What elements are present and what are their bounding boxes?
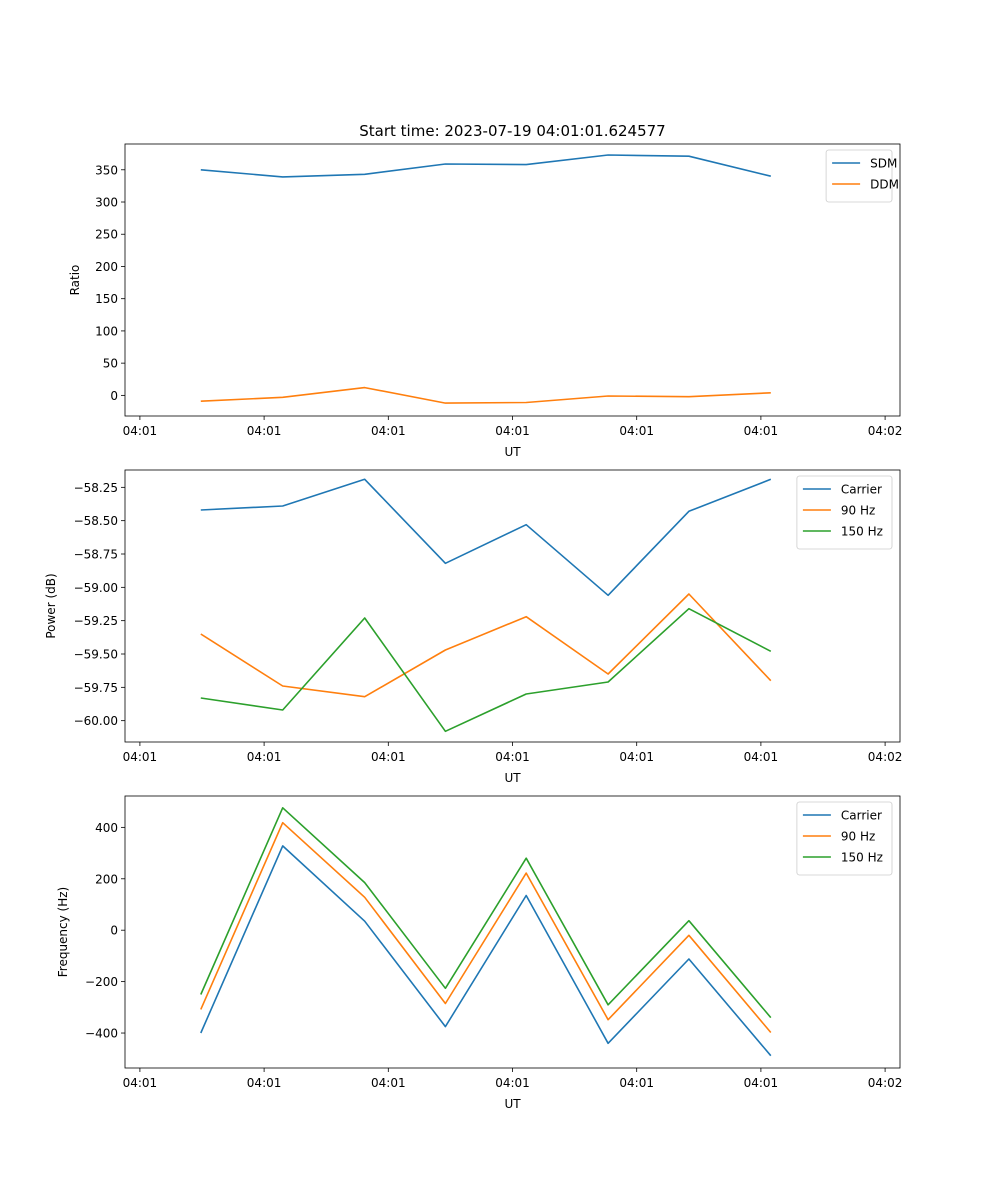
power-x-tick-label: 04:01	[123, 750, 158, 764]
ratio-panel: Ratio UT 04:01 04:01 04:01 04:01 04:01 04:01 0…	[68, 143, 903, 459]
frequency-x-tick-label: 04:01	[123, 1076, 158, 1090]
power-y-tick-label: −59.75	[74, 681, 118, 695]
ratio-series-line-ddm	[200, 386, 771, 404]
power-x-tick-label: 04:01	[619, 750, 654, 764]
power-x-tick-label: 04:01	[744, 750, 779, 764]
frequency-y-tick-label: 400	[95, 821, 118, 835]
power-y-tick-label: −58.75	[74, 548, 118, 562]
ratio-y-tick-label: 0	[110, 389, 118, 403]
frequency-panel: Frequency (Hz) UT 04:01 04:01 04:01 04:01 04…	[56, 795, 903, 1111]
ratio-x-tick-label: 04:01	[619, 424, 654, 438]
frequency-x-tick-label: 04:01	[744, 1076, 779, 1090]
power-legend: Carrier 90 Hz 150 Hz	[796, 475, 893, 550]
power-series-line-90-hz	[200, 593, 772, 698]
power-y-label: Power (dB)	[44, 573, 58, 638]
power-panel: Power (dB) UT 04:01 04:01 04:01 04:01 04:01 0…	[44, 469, 903, 785]
frequency-y-label: Frequency (Hz)	[56, 887, 70, 978]
ratio-y-tick-label: 100	[95, 324, 118, 338]
frequency-legend-label-carrier: Carrier	[841, 809, 882, 823]
power-legend-label-90-hz: 90 Hz	[841, 504, 875, 518]
ratio-y-tick-label: 200	[95, 260, 118, 274]
power-x-label: UT	[504, 771, 521, 785]
frequency-legend-label-150-hz: 150 Hz	[841, 851, 883, 865]
power-series-line-carrier	[200, 478, 772, 597]
power-legend-label-150-hz: 150 Hz	[841, 525, 883, 539]
ratio-legend: SDM DDM	[825, 149, 899, 203]
ratio-y-tick-label: 50	[103, 357, 118, 371]
ratio-x-label: UT	[504, 445, 521, 459]
ratio-x-tick-label: 04:01	[247, 424, 282, 438]
frequency-legend: Carrier 90 Hz 150 Hz	[796, 801, 893, 876]
frequency-x-label: UT	[504, 1097, 521, 1111]
ratio-y-label: Ratio	[68, 265, 82, 296]
ratio-x-tick-label: 04:02	[868, 424, 903, 438]
power-y-tick-label: −58.50	[74, 514, 118, 528]
frequency-series-line-carrier	[200, 845, 772, 1057]
frequency-y-tick-label: 0	[110, 924, 118, 938]
power-x-tick-label: 04:02	[868, 750, 903, 764]
power-y-tick-label: −60.00	[74, 714, 118, 728]
ratio-y-tick-label: 250	[95, 228, 118, 242]
ratio-y-tick-label: 300	[95, 196, 118, 210]
power-y-tick-label: −59.25	[74, 614, 118, 628]
power-legend-label-carrier: Carrier	[841, 483, 882, 497]
frequency-y-tick-label: 200	[95, 872, 118, 886]
figure-title: Start time: 2023-07-19 04:01:01.624577	[359, 122, 665, 140]
ratio-x-tick-label: 04:01	[744, 424, 779, 438]
ratio-axes-frame	[124, 143, 901, 417]
frequency-x-tick-label: 04:01	[247, 1076, 282, 1090]
frequency-x-tick-label: 04:01	[371, 1076, 406, 1090]
frequency-series-line-90-hz	[200, 821, 772, 1034]
ratio-legend-label-ddm: DDM	[870, 178, 899, 192]
frequency-y-tick-label: −400	[85, 1027, 118, 1041]
power-y-tick-label: −58.25	[74, 481, 118, 495]
frequency-axes-frame	[124, 795, 901, 1069]
ratio-x-tick-label: 04:01	[495, 424, 530, 438]
power-x-tick-label: 04:01	[495, 750, 530, 764]
frequency-y-tick-label: −200	[85, 975, 118, 989]
power-y-tick-label: −59.50	[74, 648, 118, 662]
frequency-x-tick-label: 04:02	[868, 1076, 903, 1090]
frequency-x-tick-label: 04:01	[619, 1076, 654, 1090]
ratio-x-tick-label: 04:01	[371, 424, 406, 438]
power-x-tick-label: 04:01	[247, 750, 282, 764]
frequency-legend-label-90-hz: 90 Hz	[841, 830, 875, 844]
power-series-line-150-hz	[200, 607, 772, 733]
frequency-series-line-150-hz	[200, 806, 772, 1019]
ratio-series-line-sdm	[200, 154, 771, 178]
power-y-tick-label: −59.00	[74, 581, 118, 595]
frequency-x-tick-label: 04:01	[495, 1076, 530, 1090]
power-x-tick-label: 04:01	[371, 750, 406, 764]
ratio-legend-label-sdm: SDM	[870, 157, 897, 171]
ratio-y-tick-label: 150	[95, 292, 118, 306]
ratio-y-tick-label: 350	[95, 163, 118, 177]
ratio-x-tick-label: 04:01	[123, 424, 158, 438]
